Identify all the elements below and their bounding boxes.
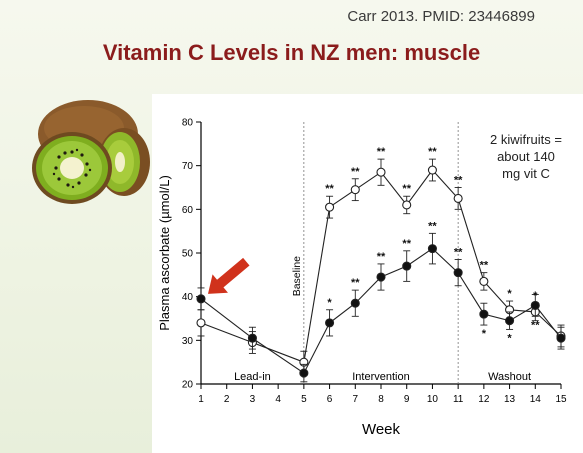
phase-label: Lead-in: [234, 371, 271, 383]
significance-marker: **: [428, 146, 437, 158]
x-axis-label: Week: [362, 421, 401, 438]
open-circle-point: [376, 167, 386, 177]
y-tick-label: 20: [182, 380, 194, 391]
y-tick-label: 40: [182, 292, 194, 303]
filled-circle-point: [196, 294, 206, 304]
annotation-line: about 140: [497, 149, 555, 164]
x-tick-label: 2: [224, 394, 230, 405]
significance-marker: *: [482, 328, 487, 340]
filled-circle-point: [247, 333, 257, 343]
x-tick-label: 15: [555, 394, 567, 405]
filled-circle-point: [376, 272, 386, 282]
y-tick-label: 50: [182, 249, 194, 260]
significance-marker: *: [507, 332, 512, 344]
filled-circle-point: [402, 261, 412, 271]
x-tick-label: 1: [198, 394, 204, 405]
filled-circle-point: [530, 300, 540, 310]
y-tick-label: 60: [182, 205, 194, 216]
open-circle-point: [402, 200, 412, 210]
filled-circle-point: [479, 309, 489, 319]
filled-circle-point: [427, 244, 437, 254]
annotation-line: mg vit C: [502, 166, 550, 181]
significance-marker: *: [327, 297, 332, 309]
x-tick-label: 5: [301, 394, 307, 405]
significance-marker: **: [531, 319, 540, 331]
x-tick-label: 13: [504, 394, 516, 405]
filled-circle-point: [453, 268, 463, 278]
y-tick-label: 80: [182, 118, 194, 129]
filled-circle-point: [299, 368, 309, 378]
x-tick-label: 10: [427, 394, 439, 405]
chart-labels: Week Plasma ascorbate (µmol/L) Lead-in Inte…: [157, 146, 540, 438]
significance-marker: *: [507, 288, 512, 300]
open-circle-point: [427, 165, 437, 175]
annotation-line: 2 kiwifruits =: [490, 132, 562, 147]
significance-marker: *: [533, 290, 538, 302]
x-tick-label: 6: [327, 394, 333, 405]
y-tick-label: 30: [182, 336, 194, 347]
slide-title: Vitamin C Levels in NZ men: muscle: [102, 40, 481, 65]
x-tick-label: 14: [530, 394, 542, 405]
x-tick-label: 7: [353, 394, 359, 405]
open-circle-point: [325, 202, 335, 212]
citation: Carr 2013. PMID: 23446899: [347, 8, 535, 25]
phase-label: Washout: [488, 371, 531, 383]
kiwi-annotation: 2 kiwifruits = about 140 mg vit C: [474, 131, 578, 182]
significance-marker: **: [454, 175, 463, 187]
significance-marker: **: [402, 183, 411, 195]
significance-marker: **: [377, 146, 386, 158]
arrow-shaft: [212, 257, 250, 292]
significance-marker: **: [480, 260, 489, 272]
significance-marker: **: [454, 247, 463, 259]
significance-marker: **: [325, 183, 334, 195]
y-axis-label: Plasma ascorbate (µmol/L): [157, 175, 172, 331]
phase-label: Intervention: [352, 371, 409, 383]
open-circle-point: [196, 318, 206, 328]
phase-divider-label: Baseline: [291, 256, 303, 296]
x-tick-label: 3: [250, 394, 256, 405]
significance-marker: **: [351, 166, 360, 178]
filled-circle-point: [350, 298, 360, 308]
open-circle-point: [350, 185, 360, 195]
filled-circle-point: [556, 333, 566, 343]
arrow-head: [208, 274, 228, 294]
x-tick-label: 11: [453, 394, 464, 405]
phase-dividers: Baseline: [291, 122, 459, 384]
x-tick-label: 4: [275, 394, 281, 405]
x-tick-label: 8: [378, 394, 384, 405]
x-tick-label: 9: [404, 394, 410, 405]
filled-circle-point: [325, 318, 335, 328]
significance-marker: **: [377, 251, 386, 263]
significance-marker: **: [351, 277, 360, 289]
significance-marker: **: [402, 238, 411, 250]
significance-marker: **: [428, 220, 437, 232]
highlight-arrow-icon: [208, 257, 250, 294]
series: [196, 158, 566, 383]
kiwi-fruit-icon: [24, 90, 152, 208]
open-circle-point: [453, 193, 463, 203]
filled-circle-point: [505, 316, 515, 326]
y-tick-label: 70: [182, 161, 194, 172]
chart-panel: 20 30 40 50 60 70 80 1 2 3 4 5 6 7 8 9 10 11 12 13 14 15 Base…: [152, 94, 583, 453]
x-tick-label: 12: [478, 394, 490, 405]
open-circle-point: [479, 276, 489, 286]
